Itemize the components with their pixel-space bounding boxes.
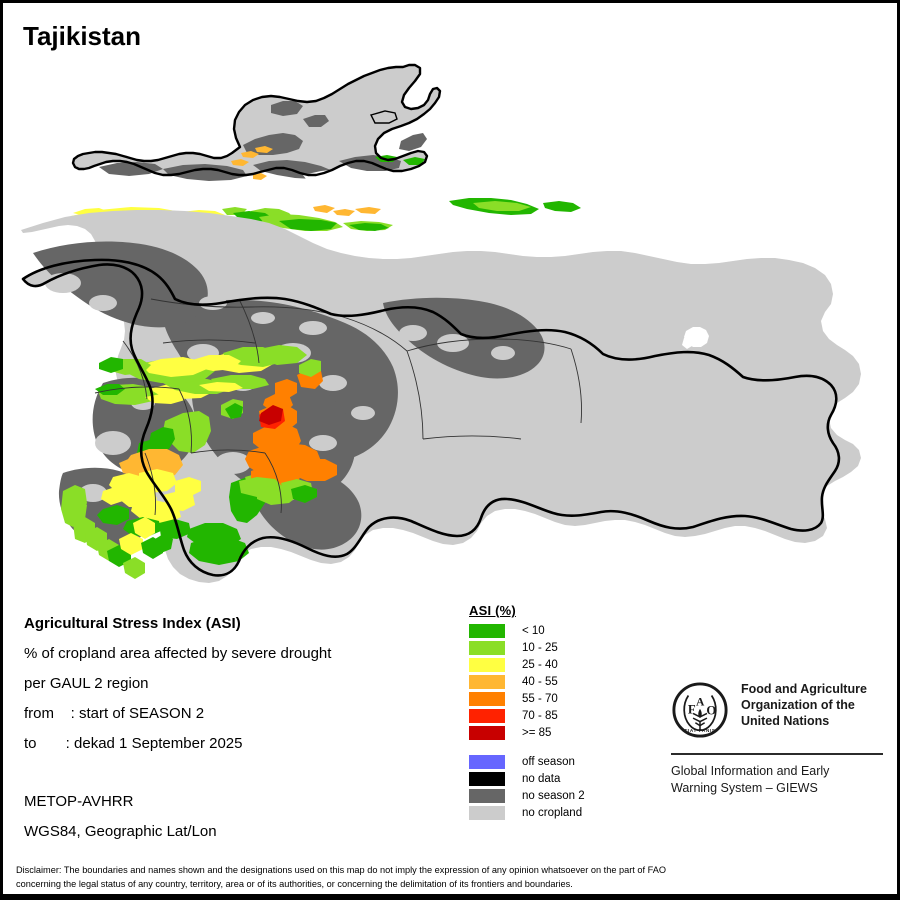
legend-status-row[interactable]: no season 2	[469, 788, 585, 804]
legend-class-row[interactable]: 55 - 70	[469, 691, 585, 707]
legend-status-label: no data	[522, 773, 561, 785]
svg-text:F: F	[688, 702, 696, 716]
legend-class-swatch	[469, 675, 505, 689]
legend-class-label: >= 85	[522, 727, 552, 739]
disclaimer-line-2: concerning the legal status of any count…	[16, 879, 573, 889]
fao-divider	[671, 753, 883, 755]
tajikistan-body	[21, 241, 841, 579]
legend-status-swatch	[469, 806, 505, 820]
bottom-divider	[3, 894, 897, 897]
description-from: from : start of SEASON 2	[24, 705, 205, 722]
fao-header: F A O FIAT PANIS Food and Agriculture Or…	[671, 681, 883, 744]
fao-name-line-1: Food and Agriculture	[741, 682, 867, 696]
legend-class-row[interactable]: < 10	[469, 623, 585, 639]
asi-cropland-areas	[61, 345, 337, 579]
legend-spacer	[469, 742, 585, 754]
legend-class-swatch	[469, 658, 505, 672]
legend-status-swatch	[469, 772, 505, 786]
fao-logo-icon: F A O FIAT PANIS	[671, 681, 729, 744]
region-main	[21, 210, 861, 583]
legend-status-row[interactable]: off season	[469, 754, 585, 770]
legend-status-list: off season no data no season 2 no cropland	[469, 754, 585, 821]
legend-class-label: < 10	[522, 625, 545, 637]
description-heading: Agricultural Stress Index (ASI)	[24, 615, 241, 632]
legend-status-swatch	[469, 755, 505, 769]
legend-class-label: 70 - 85	[522, 710, 558, 722]
description-to: to : dekad 1 September 2025	[24, 735, 243, 752]
tajikistan-map-svg[interactable]	[3, 53, 897, 598]
page-title: Tajikistan	[23, 21, 142, 51]
legend-status-label: no season 2	[522, 790, 585, 802]
legend-class-swatch	[469, 709, 505, 723]
legend-title: ASI (%)	[469, 603, 516, 618]
legend: ASI (%) < 10 10 - 25 25 - 40 40 - 55 55 - 70…	[469, 603, 585, 822]
legend-class-list: < 10 10 - 25 25 - 40 40 - 55 55 - 70 70 - 85 >…	[469, 623, 585, 741]
region-sughd	[71, 63, 581, 256]
legend-class-swatch	[469, 726, 505, 740]
legend-class-label: 55 - 70	[522, 693, 558, 705]
legend-class-row[interactable]: 40 - 55	[469, 674, 585, 690]
legend-class-swatch	[469, 641, 505, 655]
legend-status-label: no cropland	[522, 807, 583, 819]
legend-class-swatch	[469, 692, 505, 706]
fao-branding: F A O FIAT PANIS Food and Agriculture Or…	[671, 681, 883, 797]
enclave-north	[369, 110, 398, 124]
description-line-1: % of cropland area affected by severe dr…	[24, 645, 332, 662]
svg-text:A: A	[696, 695, 705, 708]
svg-text:FIAT PANIS: FIAT PANIS	[685, 728, 716, 733]
giews-name: Global Information and Early Warning Sys…	[671, 763, 883, 797]
legend-class-row[interactable]: 70 - 85	[469, 708, 585, 724]
disclaimer: Disclaimer: The boundaries and names sho…	[16, 863, 888, 891]
sughd-north-lobe	[234, 65, 440, 156]
country-boundary	[21, 258, 841, 577]
fao-name: Food and Agriculture Organization of the…	[741, 681, 867, 729]
legend-status-row[interactable]: no data	[469, 771, 585, 787]
description-line-2: per GAUL 2 region	[24, 675, 149, 692]
legend-class-label: 25 - 40	[522, 659, 558, 671]
map-canvas[interactable]	[3, 53, 897, 598]
map-description-block: Agricultural Stress Index (ASI) % of cro…	[24, 609, 444, 847]
legend-class-row[interactable]: >= 85	[469, 725, 585, 741]
legend-class-label: 40 - 55	[522, 676, 558, 688]
sensor-label: METOP-AVHRR	[24, 793, 134, 810]
fao-name-line-3: United Nations	[741, 714, 830, 728]
legend-class-label: 10 - 25	[522, 642, 558, 654]
lake-karakul-arm	[682, 335, 693, 349]
legend-status-swatch	[469, 789, 505, 803]
fao-name-line-2: Organization of the	[741, 698, 855, 712]
disclaimer-line-1: Disclaimer: The boundaries and names sho…	[16, 865, 666, 875]
description-spacer	[24, 759, 444, 787]
legend-status-row[interactable]: no cropland	[469, 805, 585, 821]
giews-line-1: Global Information and Early	[671, 764, 830, 778]
giews-line-2: Warning System – GIEWS	[671, 781, 818, 795]
projection-label: WGS84, Geographic Lat/Lon	[24, 823, 217, 840]
legend-class-row[interactable]: 10 - 25	[469, 640, 585, 656]
legend-status-label: off season	[522, 756, 575, 768]
legend-class-swatch	[469, 624, 505, 638]
legend-class-row[interactable]: 25 - 40	[469, 657, 585, 673]
sughd-boundary	[71, 63, 442, 177]
svg-text:O: O	[706, 704, 716, 718]
